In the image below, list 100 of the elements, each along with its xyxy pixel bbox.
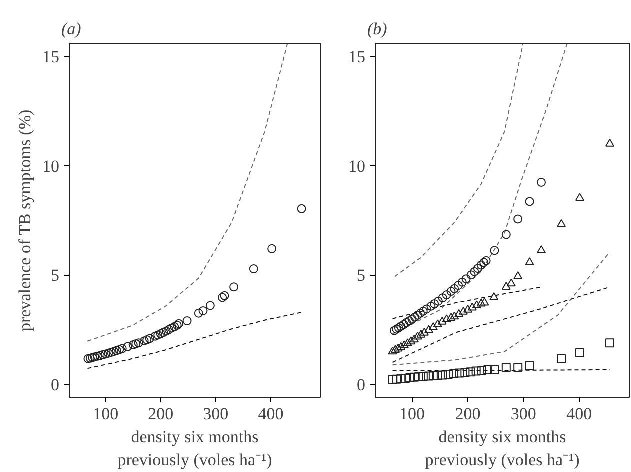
point (446, 313, 456, 321)
point (182, 316, 192, 326)
point (480, 298, 490, 306)
point (404, 316, 414, 326)
point (406, 336, 416, 345)
point (410, 312, 420, 322)
point (408, 314, 417, 324)
point (406, 373, 415, 382)
x-tick-label: 200 (455, 404, 481, 424)
point (450, 312, 460, 320)
point (410, 334, 419, 343)
point (525, 258, 534, 266)
y-tick-label: 15 (348, 48, 366, 67)
point (462, 274, 471, 284)
point (502, 282, 511, 290)
point (96, 351, 105, 360)
point (220, 291, 230, 300)
point (230, 282, 239, 292)
point (433, 371, 442, 380)
line-series (394, 44, 524, 278)
point (606, 138, 615, 147)
point (416, 330, 426, 338)
point (473, 264, 482, 274)
x-axis-title: density six months previously (voles ha⁻¹) (118, 428, 272, 470)
point (514, 272, 523, 280)
point (142, 336, 152, 345)
point (194, 308, 204, 318)
point (297, 204, 306, 214)
point (514, 214, 523, 224)
x-tick-label: 100 (93, 404, 119, 424)
x-tick-label: 100 (400, 404, 426, 424)
chart-title: (b) (368, 20, 388, 38)
point (410, 372, 419, 382)
point (438, 370, 448, 380)
point (428, 371, 438, 380)
point (606, 338, 615, 348)
line-series (392, 252, 611, 366)
x-axis-title: density six months previously (voles ha⁻¹) (425, 428, 580, 470)
point (422, 304, 432, 314)
point (428, 322, 438, 330)
point (468, 302, 477, 311)
x-tick-label: 300 (510, 404, 536, 424)
y-tick-label: 5 (357, 266, 366, 286)
point (132, 339, 141, 348)
point (454, 281, 463, 290)
point (536, 178, 546, 187)
point (430, 299, 440, 308)
point (403, 338, 412, 347)
point (399, 320, 408, 330)
point (159, 328, 168, 338)
point (444, 370, 453, 380)
line-series (392, 44, 568, 335)
point (525, 361, 534, 370)
point (268, 244, 277, 254)
point (438, 316, 447, 325)
point (484, 365, 493, 374)
point (388, 346, 398, 355)
chart-title: (a) (62, 20, 82, 38)
point (402, 318, 412, 328)
point (150, 332, 160, 341)
point (400, 340, 409, 349)
point (466, 368, 476, 377)
point (442, 290, 452, 300)
point (575, 193, 584, 202)
point (413, 332, 422, 340)
point (502, 230, 511, 240)
point (401, 374, 410, 383)
y-tick-label: 0 (51, 375, 60, 394)
point (101, 350, 110, 359)
point (433, 320, 442, 328)
x-tick-label: 300 (203, 404, 229, 424)
point (164, 325, 174, 334)
point (172, 320, 182, 330)
line-series (87, 44, 288, 342)
point (490, 292, 499, 300)
point (104, 348, 114, 358)
point (458, 278, 467, 287)
point (392, 374, 402, 384)
y-tick-label: 0 (357, 375, 366, 394)
point (575, 348, 584, 358)
point (394, 344, 403, 352)
point (115, 345, 124, 354)
point (86, 354, 95, 363)
point (463, 304, 472, 313)
point (434, 296, 443, 306)
point (162, 326, 171, 336)
point (134, 338, 144, 348)
point (477, 366, 486, 376)
point (502, 363, 511, 372)
point (450, 369, 459, 378)
point (450, 284, 460, 294)
point (128, 340, 138, 350)
point (249, 264, 258, 274)
point (154, 330, 163, 340)
point (118, 344, 127, 354)
point (156, 329, 166, 338)
point (198, 306, 208, 316)
point (557, 354, 566, 364)
point (414, 372, 424, 382)
point (396, 342, 406, 350)
